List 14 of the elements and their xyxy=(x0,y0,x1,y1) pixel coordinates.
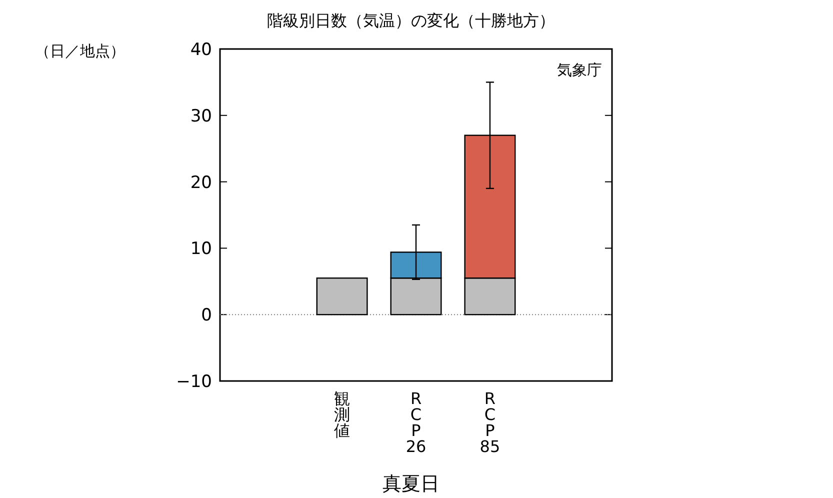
y-tick-label: 0 xyxy=(201,306,212,326)
y-tick-label: −10 xyxy=(176,372,212,392)
chart-title: 階級別日数（気温）の変化（十勝地方） xyxy=(267,11,555,30)
y-tick-label: 30 xyxy=(190,106,212,126)
bar xyxy=(316,277,368,316)
x-tick-label: RCP85 xyxy=(480,389,500,456)
y-tick-label: 10 xyxy=(190,239,212,260)
x-axis-title: 真夏日 xyxy=(382,473,440,495)
x-tick-label: RCP26 xyxy=(406,389,426,456)
text: 気象庁 xyxy=(557,61,602,79)
y-tick-label: 20 xyxy=(190,172,212,193)
y-axis-title: （日／地点） xyxy=(35,42,125,60)
y-tick-label: 40 xyxy=(190,40,212,60)
x-tick-label: 観測値 xyxy=(334,389,350,440)
